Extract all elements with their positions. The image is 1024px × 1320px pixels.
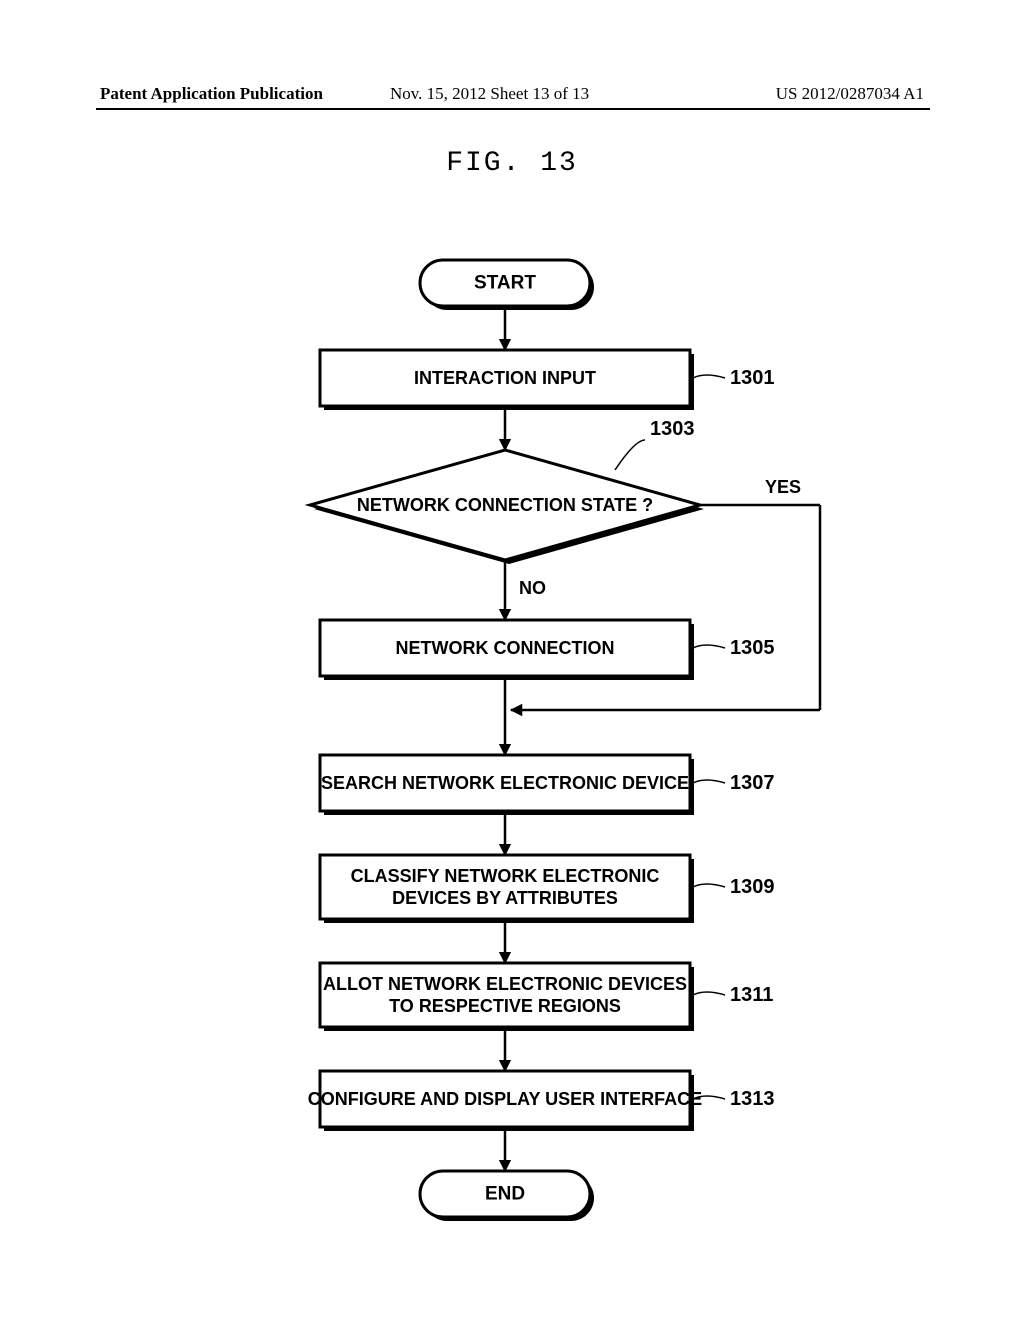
page: Patent Application Publication Nov. 15, … (0, 0, 1024, 1320)
flowchart-container: START INTERACTION INPUT 1301 NETWORK CONNEC… (180, 250, 880, 1245)
svg-text:1303: 1303 (650, 418, 695, 440)
svg-text:1311: 1311 (730, 984, 773, 1006)
svg-text:CLASSIFY NETWORK ELECTRONIC: CLASSIFY NETWORK ELECTRONIC (351, 866, 660, 886)
svg-text:1307: 1307 (730, 772, 775, 794)
svg-text:1309: 1309 (730, 876, 775, 898)
svg-text:START: START (474, 273, 536, 294)
svg-text:1313: 1313 (730, 1088, 775, 1110)
svg-text:TO RESPECTIVE REGIONS: TO RESPECTIVE REGIONS (389, 996, 621, 1016)
svg-text:NETWORK CONNECTION STATE ?: NETWORK CONNECTION STATE ? (357, 495, 653, 515)
svg-text:YES: YES (765, 477, 801, 497)
svg-text:1301: 1301 (730, 367, 775, 389)
svg-text:1305: 1305 (730, 637, 775, 659)
header-rule (96, 108, 930, 110)
header-mid: Nov. 15, 2012 Sheet 13 of 13 (390, 84, 589, 104)
header-right: US 2012/0287034 A1 (776, 84, 924, 104)
flowchart-svg: START INTERACTION INPUT 1301 NETWORK CONNEC… (180, 250, 880, 1240)
svg-text:INTERACTION INPUT: INTERACTION INPUT (414, 368, 596, 388)
header-left: Patent Application Publication (100, 84, 323, 103)
svg-text:SEARCH NETWORK ELECTRONIC DEVI: SEARCH NETWORK ELECTRONIC DEVICE (321, 773, 689, 793)
svg-text:ALLOT NETWORK ELECTRONIC DEVIC: ALLOT NETWORK ELECTRONIC DEVICES (323, 974, 687, 994)
figure-title: FIG. 13 (0, 148, 1024, 179)
svg-text:NO: NO (519, 578, 546, 598)
page-header: Patent Application Publication Nov. 15, … (100, 84, 924, 104)
svg-text:END: END (485, 1184, 525, 1205)
svg-text:CONFIGURE AND DISPLAY USER INT: CONFIGURE AND DISPLAY USER INTERFACE (308, 1089, 702, 1109)
svg-text:DEVICES BY ATTRIBUTES: DEVICES BY ATTRIBUTES (392, 888, 618, 908)
svg-text:NETWORK CONNECTION: NETWORK CONNECTION (396, 638, 615, 658)
